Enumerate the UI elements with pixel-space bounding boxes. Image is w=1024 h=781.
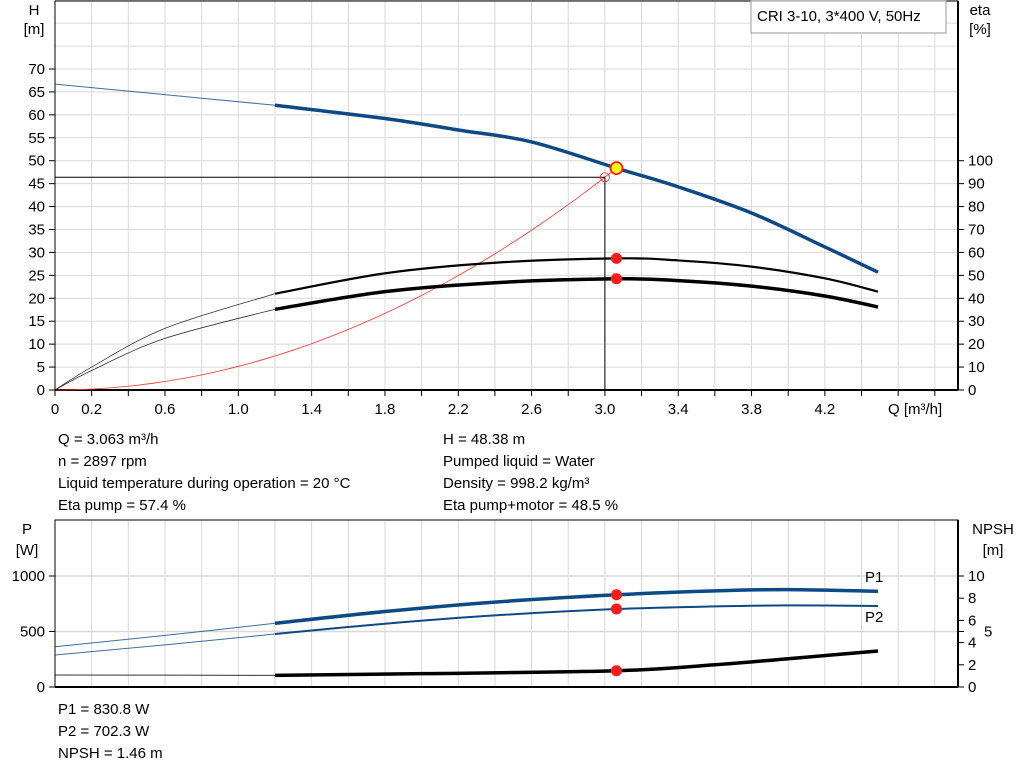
y-left-tick-label: 20: [28, 290, 45, 307]
y-right-tick-label: 70: [968, 222, 985, 239]
y-right-tick-label: 50: [968, 267, 985, 284]
head-curve: [274, 103, 879, 274]
y-right-tick-label: 4: [968, 635, 976, 652]
y-right-tick-label: 40: [968, 290, 985, 307]
y-right-label: NPSH: [972, 521, 1014, 538]
operating-point-marker: [609, 161, 624, 176]
y-left-tick-label: 0: [37, 382, 45, 399]
p1-marker: [610, 589, 622, 601]
x-tick-label: 2.6: [521, 401, 542, 418]
y-left-tick-label: 5: [37, 359, 45, 376]
info-speed: n = 2897 rpm: [58, 453, 147, 470]
y-left-unit: [W]: [16, 542, 39, 559]
y-left-tick-label: 45: [28, 176, 45, 193]
npsh-curve: [274, 649, 879, 678]
info-p1: P1 = 830.8 W: [58, 701, 150, 718]
x-tick-label: 1.0: [228, 401, 249, 418]
y-right-tick-label: 90: [968, 176, 985, 193]
x-tick-label: 0: [51, 401, 59, 418]
npsh-marker: [610, 665, 622, 677]
y-right-tick-label: 30: [968, 313, 985, 330]
y-left-tick-label: 10: [28, 336, 45, 353]
head-curve-extrapolated: [54, 83, 276, 106]
y-right-tick-label: 10: [968, 359, 985, 376]
info-left: Q = 3.063 m³/h n = 2897 rpm Liquid tempe…: [58, 429, 350, 517]
y-left-label: H: [29, 2, 40, 19]
info-bottom: P1 = 830.8 W P2 = 702.3 W NPSH = 1.46 m: [58, 699, 163, 765]
legend-box: [750, 0, 947, 34]
p2-marker: [610, 603, 622, 615]
y-right-tick-label: 10: [968, 568, 985, 585]
y-right-tick-label: 6: [968, 612, 976, 629]
chart-title: CRI 3-10, 3*400 V, 50Hz: [757, 8, 921, 25]
y-left-tick-label: 35: [28, 222, 45, 239]
p1-curve: [274, 587, 879, 626]
p1-label: P1: [865, 569, 883, 586]
p2-label: P2: [865, 609, 883, 626]
x-tick-label: 3.4: [668, 401, 689, 418]
y-left-tick-label: 30: [28, 244, 45, 261]
x-axis-label: Q [m³/h]: [888, 401, 942, 418]
y-right-tick-label: 0: [968, 382, 976, 399]
p2-curve: [274, 604, 879, 636]
y-right-tick-label: 60: [968, 244, 985, 261]
y-right-label: eta: [970, 2, 992, 19]
bottom-plot: [54, 519, 959, 688]
eta-pump-motor-curve: [274, 276, 879, 312]
eta-pump-curve: [274, 257, 879, 295]
info-right: H = 48.38 m Pumped liquid = Water Densit…: [443, 429, 618, 517]
info-eta-pump-motor: Eta pump+motor = 48.5 %: [443, 497, 619, 514]
y-right-tick-label: 20: [968, 336, 985, 353]
p1-curve-extrapolated: [54, 622, 276, 648]
info-density: Density = 998.2 kg/m³: [443, 475, 590, 492]
eta-pump-marker: [610, 252, 622, 264]
y-left-tick-label: 60: [28, 107, 45, 124]
info-p2: P2 = 702.3 W: [58, 723, 150, 740]
y-left-tick-label: 25: [28, 267, 45, 284]
info-h: H = 48.38 m: [443, 431, 526, 448]
p2-curve-extrapolated: [54, 633, 276, 656]
info-eta-pump: Eta pump = 57.4 %: [58, 497, 186, 514]
info-temperature: Liquid temperature during operation = 20…: [58, 475, 351, 492]
y-left-tick-label: 15: [28, 313, 45, 330]
y-left-unit: [m]: [24, 21, 45, 38]
y-right-unit: [%]: [969, 21, 991, 38]
system-curve: [54, 167, 617, 391]
y-left-tick-label: 65: [28, 84, 45, 101]
y-right-tick-label: 100: [968, 153, 993, 170]
y-left-tick-label: 40: [28, 199, 45, 216]
x-tick-label: 2.2: [448, 401, 469, 418]
y-right-tick-label: 80: [968, 199, 985, 216]
x-tick-label: 0.2: [81, 401, 102, 418]
eta-pump-motor-marker: [610, 273, 622, 285]
plot-frame: [54, 0, 959, 391]
y-left-label: P: [22, 521, 32, 538]
y-right-tick-label: 8: [968, 590, 976, 607]
y-left-tick-label: 0: [37, 679, 45, 696]
y-left-tick-label: 500: [20, 624, 45, 641]
x-tick-label: 0.6: [155, 401, 176, 418]
y-left-tick-label: 1000: [12, 568, 45, 585]
y-left-tick-label: 55: [28, 130, 45, 147]
plot-frame: [54, 519, 959, 688]
info-q: Q = 3.063 m³/h: [58, 431, 159, 448]
y-right-tick-label: 2: [968, 657, 976, 674]
duty-point-marker: [600, 172, 610, 183]
y-left-tick-label: 50: [28, 153, 45, 170]
y-right-tick-label: 5: [984, 624, 992, 641]
info-liquid: Pumped liquid = Water: [443, 453, 595, 470]
eta-pump-motor-curve-extrapolated: [54, 308, 276, 391]
y-right-tick-label: 0: [968, 679, 976, 696]
y-left-tick-label: 70: [28, 61, 45, 78]
x-tick-label: 3.0: [594, 401, 615, 418]
info-npsh: NPSH = 1.46 m: [58, 745, 163, 762]
y-right-unit: [m]: [983, 542, 1004, 559]
top-plot: [54, 0, 959, 396]
x-tick-label: 1.4: [301, 401, 322, 418]
eta-pump-curve-extrapolated: [54, 293, 276, 391]
x-tick-label: 1.8: [375, 401, 396, 418]
x-tick-label: 4.2: [814, 401, 835, 418]
x-tick-label: 3.8: [741, 401, 762, 418]
